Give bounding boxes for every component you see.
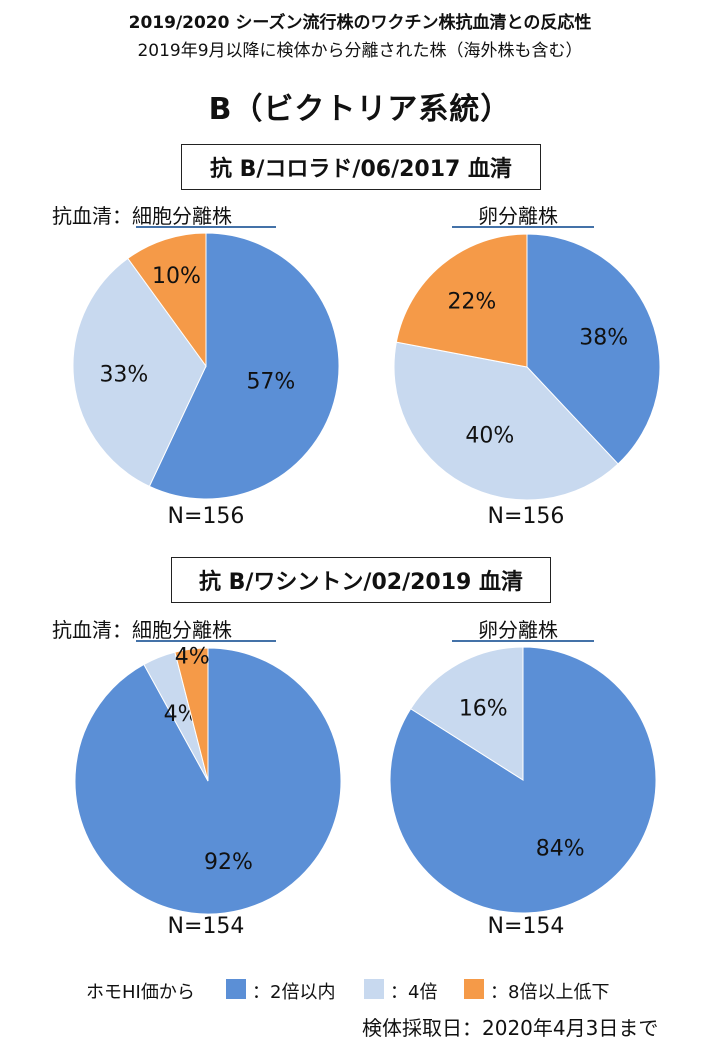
collection-date-note: 検体採取日：2020年4月3日まで (362, 1016, 659, 1040)
sample-size-1-left: N=156 (167, 504, 245, 529)
legend-label-within2: ：2倍以内 (252, 982, 336, 1003)
lineage-heading: B（ビクトリア系統） (208, 92, 512, 127)
pie-1-slice-x8 (127, 232, 207, 368)
chart-title: 2019/2020 シーズン流行株のワクチン株抗血清との反応性 (128, 13, 592, 33)
right-label-2: 卵分離株 (478, 618, 558, 642)
legend-label-8x: ：8倍以上低下 (490, 982, 610, 1003)
pie-4-label-within2: 84% (536, 837, 585, 862)
label-underline (452, 640, 594, 642)
legend-swatch-4x (364, 979, 384, 999)
sample-size-1-right: N=156 (487, 504, 565, 529)
legend-label-4x: ：4倍 (390, 982, 438, 1003)
pie-1-label-x8: 10% (152, 264, 201, 289)
pie-4-slice-x4 (410, 646, 524, 781)
sample-size-2-left: N=154 (167, 914, 245, 939)
pie-3-slice-within2 (74, 647, 342, 915)
pie-2-label-within2: 38% (579, 326, 628, 351)
left-label-1: 抗血清：細胞分離株 (52, 204, 232, 228)
pie-2-slice-x8 (395, 233, 528, 368)
pie-2-slice-x4 (393, 341, 619, 501)
pie-1-slice-within2 (148, 232, 340, 500)
label-underline (136, 640, 276, 642)
sample-size-2-right: N=154 (487, 914, 565, 939)
pie-2-label-x8: 22% (447, 289, 496, 314)
pie-3-label-within2: 92% (204, 850, 253, 875)
legend-swatch-within2 (226, 979, 246, 999)
legend-prefix: ホモHI価から (86, 982, 195, 1003)
legend-swatch-8x (464, 979, 484, 999)
pie-1-label-within2: 57% (246, 369, 295, 394)
antiserum-title-1: 抗 B/コロラド/06/2017 血清 (181, 144, 541, 190)
left-label-2: 抗血清：細胞分離株 (52, 618, 232, 642)
pie-2-slice-within2 (526, 233, 661, 465)
antiserum-title-2: 抗 B/ワシントン/02/2019 血清 (171, 557, 551, 603)
chart-subtitle: 2019年9月以降に検体から分離された株（海外株も含む） (137, 41, 583, 61)
pie-3-slice-x8 (174, 647, 209, 782)
label-underline (136, 226, 276, 228)
pie-1-label-x4: 33% (99, 363, 148, 388)
pie-1-slice-x4 (72, 257, 207, 488)
label-underline (452, 226, 594, 228)
pie-3-label-x8: 4% (175, 645, 210, 670)
pie-4-label-x4: 16% (459, 697, 508, 722)
right-label-1: 卵分離株 (478, 204, 558, 228)
pie-2-label-x4: 40% (465, 424, 514, 449)
